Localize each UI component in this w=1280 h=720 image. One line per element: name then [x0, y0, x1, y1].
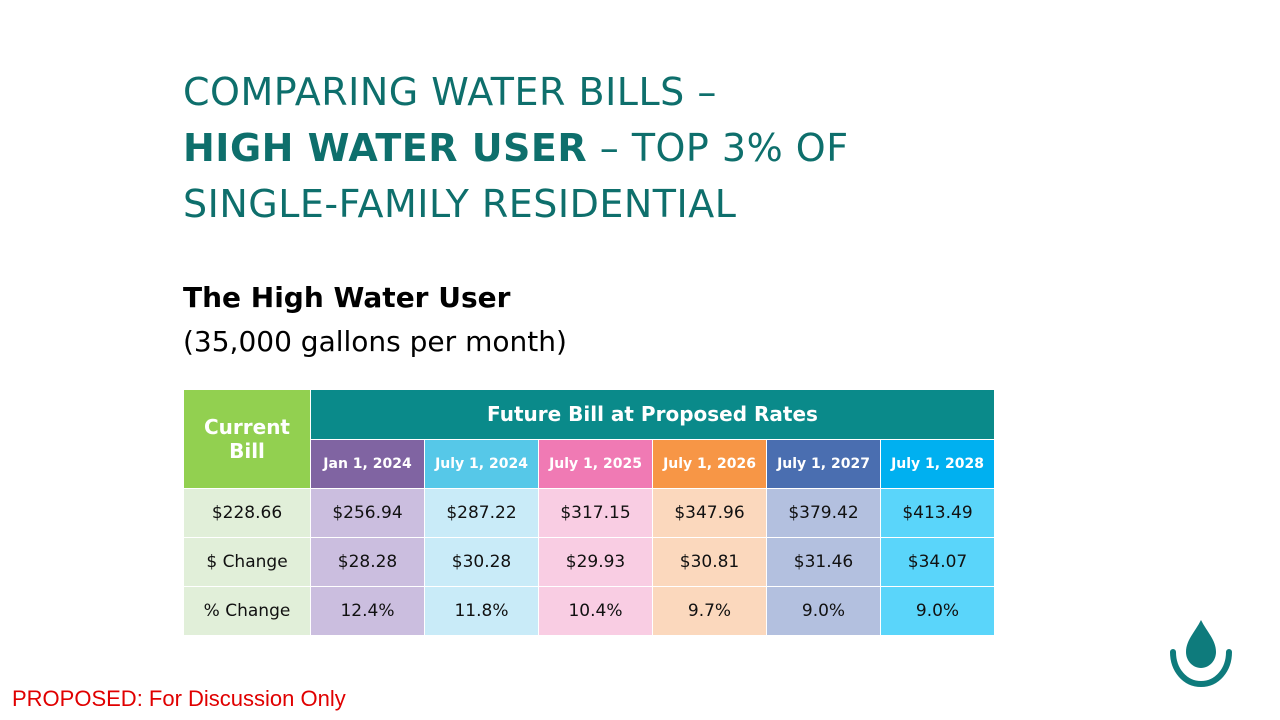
- table-cell: 11.8%: [424, 586, 539, 636]
- title-emphasis: HIGH WATER USER: [183, 126, 588, 170]
- title-line-2-rest: – TOP 3% OF: [587, 126, 849, 170]
- table-cell: 9.7%: [652, 586, 767, 636]
- date-header: Jan 1, 2024: [310, 438, 425, 489]
- table-cell: 9.0%: [766, 586, 881, 636]
- subtitle-detail: (35,000 gallons per month): [183, 325, 567, 358]
- table-cell: $34.07: [880, 537, 995, 587]
- title-line-3: SINGLE-FAMILY RESIDENTIAL: [183, 182, 737, 226]
- table-cell: $29.93: [538, 537, 653, 587]
- date-header: July 1, 2026: [652, 438, 767, 489]
- table-cell: 10.4%: [538, 586, 653, 636]
- date-header-row: Jan 1, 2024 July 1, 2024 July 1, 2025 Ju…: [184, 438, 995, 489]
- table-cell: $287.22: [424, 488, 539, 538]
- table-cell: $31.46: [766, 537, 881, 587]
- bill-comparison-table: Current Bill Future Bill at Proposed Rat…: [183, 389, 995, 636]
- table-cell: $28.28: [310, 537, 425, 587]
- subtitle: The High Water User (35,000 gallons per …: [183, 276, 567, 364]
- table-cell: $30.28: [424, 537, 539, 587]
- proposed-note: PROPOSED: For Discussion Only: [12, 686, 346, 711]
- table-cell: $256.94: [310, 488, 425, 538]
- future-bill-header: Future Bill at Proposed Rates: [310, 389, 995, 440]
- table-header-row: Current Bill Future Bill at Proposed Rat…: [183, 389, 995, 489]
- date-header: July 1, 2028: [880, 438, 995, 489]
- table-cell: $30.81: [652, 537, 767, 587]
- slide-title: COMPARING WATER BILLS – HIGH WATER USER …: [183, 64, 943, 232]
- row-label: $228.66: [183, 488, 311, 538]
- table-row: $ Change $28.28 $30.28 $29.93 $30.81 $31…: [183, 537, 995, 587]
- table-cell: 9.0%: [880, 586, 995, 636]
- date-header: July 1, 2025: [538, 438, 653, 489]
- row-label: % Change: [183, 586, 311, 636]
- subtitle-heading: The High Water User: [183, 281, 511, 314]
- date-header: July 1, 2027: [766, 438, 881, 489]
- table-cell: $347.96: [652, 488, 767, 538]
- table-row: $228.66 $256.94 $287.22 $317.15 $347.96 …: [183, 488, 995, 538]
- title-line-2: HIGH WATER USER – TOP 3% OF: [183, 120, 943, 176]
- table-cell: $379.42: [766, 488, 881, 538]
- current-bill-header: Current Bill: [183, 389, 311, 489]
- table-cell: $413.49: [880, 488, 995, 538]
- table-cell: 12.4%: [310, 586, 425, 636]
- row-label: $ Change: [183, 537, 311, 587]
- table-cell: $317.15: [538, 488, 653, 538]
- water-drop-icon: [1165, 618, 1237, 690]
- title-line-1: COMPARING WATER BILLS –: [183, 70, 717, 114]
- date-header: July 1, 2024: [424, 438, 539, 489]
- table-row: % Change 12.4% 11.8% 10.4% 9.7% 9.0% 9.0…: [183, 586, 995, 636]
